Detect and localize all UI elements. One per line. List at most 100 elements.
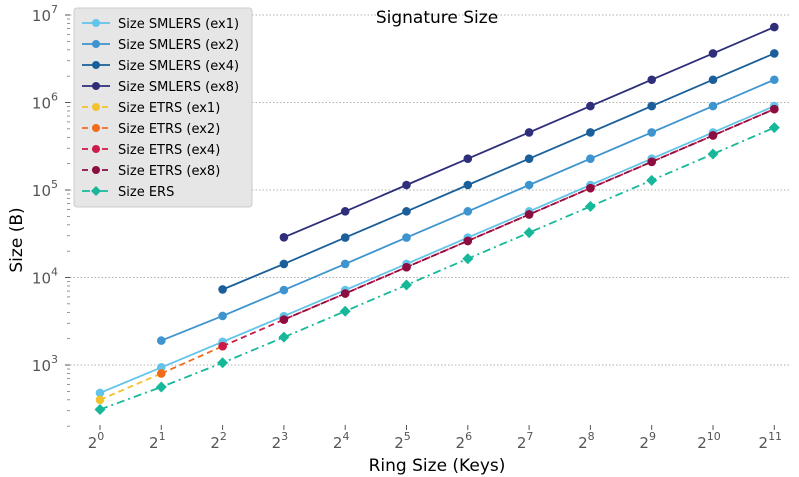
data-point <box>647 75 656 85</box>
data-point <box>708 49 718 58</box>
legend-item: Size SMLERS (ex1) <box>82 17 239 32</box>
legend-item: Size SMLERS (ex2) <box>82 38 239 53</box>
data-point <box>463 236 473 246</box>
series-size-etrs-ex1 <box>95 369 166 405</box>
legend-item: Size ETRS (ex2) <box>82 122 220 137</box>
data-point <box>402 207 411 216</box>
x-tick-label: 210 <box>697 430 721 452</box>
series-size-etrs-ex2 <box>157 341 227 378</box>
data-point <box>157 369 166 378</box>
series-size-ers <box>94 122 780 416</box>
legend-marker <box>92 82 100 90</box>
y-tick-label: 105 <box>32 178 58 200</box>
data-point-diamond <box>462 253 474 265</box>
y-tick-label: 106 <box>32 91 58 113</box>
data-point <box>708 101 718 111</box>
data-point-diamond <box>584 200 596 212</box>
data-point <box>586 128 595 137</box>
legend-item: Size SMLERS (ex8) <box>82 80 239 95</box>
data-point <box>157 363 166 372</box>
data-point <box>770 49 779 58</box>
data-point <box>708 75 718 85</box>
legend: Size SMLERS (ex1) Size SMLERS (ex2) Size S… <box>73 7 253 208</box>
data-point-diamond <box>278 331 290 343</box>
legend-marker <box>92 40 100 48</box>
data-point <box>647 157 656 167</box>
series-size-smlers-ex2 <box>157 75 779 345</box>
data-point <box>647 101 656 111</box>
x-tick-label: 21 <box>149 430 166 452</box>
data-point <box>95 395 105 405</box>
legend-label: Size ETRS (ex4) <box>118 143 220 158</box>
data-point <box>157 336 166 345</box>
legend-label: Size ETRS (ex8) <box>118 164 220 179</box>
legend-item: Size ERS <box>82 185 174 200</box>
x-axis-label: Ring Size (Keys) <box>369 456 506 476</box>
series-size-smlers-ex8 <box>279 22 779 242</box>
data-point <box>463 180 473 190</box>
series-line <box>222 52 775 291</box>
data-point <box>402 180 411 190</box>
data-point-diamond <box>339 305 351 317</box>
data-point <box>95 388 105 398</box>
data-point <box>402 233 411 242</box>
legend-label: Size SMLERS (ex8) <box>118 80 239 95</box>
data-point <box>218 285 227 294</box>
legend-marker <box>91 186 101 196</box>
data-point-diamond <box>523 227 535 239</box>
data-point <box>770 75 779 85</box>
data-point-diamond <box>401 279 412 291</box>
legend-label: Size ETRS (ex1) <box>118 101 220 116</box>
x-tick-label: 22 <box>210 430 227 452</box>
legend-item: Size ETRS (ex1) <box>82 101 220 116</box>
legend-label: Size ETRS (ex2) <box>118 122 220 137</box>
legend-marker <box>92 61 100 69</box>
legend-label: Size ERS <box>118 185 174 200</box>
x-tick-label: 20 <box>88 430 105 452</box>
axes: 103 104 105 106 107 20 21 22 23 24 25 26 27 28 29 210 21… <box>32 3 782 452</box>
data-point-diamond <box>707 148 719 160</box>
x-tick-label: 211 <box>759 430 783 452</box>
data-point <box>402 262 411 272</box>
y-tick-label: 104 <box>32 266 58 288</box>
series-line <box>99 126 775 411</box>
series-size-smlers-ex4 <box>218 49 779 294</box>
x-tick-label: 29 <box>639 430 656 452</box>
x-tick-label: 23 <box>272 430 289 452</box>
data-point <box>708 131 718 140</box>
series-size-etrs-ex8 <box>279 104 779 324</box>
legend-marker <box>92 19 100 27</box>
legend-label: Size SMLERS (ex1) <box>118 17 239 32</box>
data-point <box>647 128 656 137</box>
chart-title: Signature Size <box>376 8 498 28</box>
series-lines <box>94 22 780 416</box>
x-tick-label: 28 <box>578 430 595 452</box>
legend-marker <box>92 145 100 153</box>
series-line <box>99 372 162 401</box>
y-tick-label: 107 <box>32 3 58 25</box>
legend-item: Size ETRS (ex8) <box>82 164 220 179</box>
data-point <box>463 154 473 163</box>
data-point <box>524 210 534 219</box>
y-tick-label: 103 <box>32 353 58 375</box>
data-point <box>340 259 350 269</box>
legend-marker <box>92 166 100 174</box>
legend-label: Size SMLERS (ex4) <box>118 59 239 74</box>
data-point <box>586 183 595 193</box>
data-point <box>340 233 350 242</box>
data-point <box>218 341 227 351</box>
legend-item: Size SMLERS (ex4) <box>82 59 239 74</box>
data-point <box>279 285 289 295</box>
x-tick-label: 26 <box>456 430 473 452</box>
data-point <box>340 207 350 216</box>
legend-item: Size ETRS (ex4) <box>82 143 220 158</box>
data-point-diamond <box>768 122 780 134</box>
x-tick-label: 24 <box>333 430 350 452</box>
data-point <box>586 101 595 111</box>
data-point <box>586 154 595 163</box>
data-point-diamond <box>646 174 658 186</box>
data-point <box>770 22 779 32</box>
data-point <box>524 180 534 190</box>
x-tick-label: 25 <box>394 430 411 452</box>
